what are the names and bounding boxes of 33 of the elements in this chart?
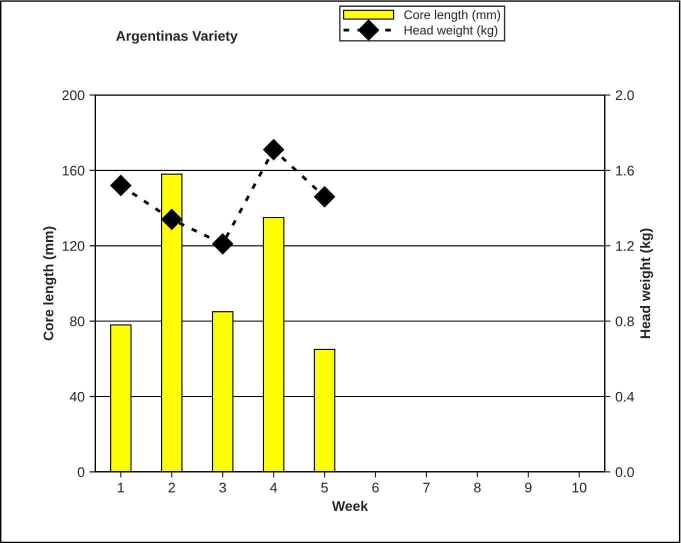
x-tick-label: 5 [321,482,328,492]
x-tick-label: 4 [270,482,278,492]
y2-tick-label: 0.0 [616,467,634,478]
y2-tick-label: 0.4 [616,392,634,402]
y-tick-label: 40 [70,392,84,402]
x-tick-label: 9 [525,482,532,492]
y2-axis-title: Head weight (kg) [640,228,654,338]
point [161,208,182,230]
x-tick-label: 3 [219,482,226,492]
y2-tick-label: 0.8 [616,316,634,326]
y2-tick-label: 2.0 [616,90,634,100]
x-tick-label: 2 [168,482,175,492]
x-tick-label: 7 [423,482,430,492]
y-tick-label: 0 [78,467,84,478]
point [212,233,234,254]
legend-label: Head weight (kg) [404,25,498,38]
y-tick-label: 80 [70,316,84,326]
point [314,186,336,208]
point [110,174,132,196]
y-tick-label: 200 [62,90,84,100]
x-axis-title: Week [332,500,368,511]
x-tick-label: 10 [572,482,586,492]
chart-title: Argentinas Variety [116,30,238,44]
x-tick-label: 8 [474,482,481,492]
y2-tick-label: 1.2 [616,241,634,251]
x-tick-label: 1 [118,482,124,492]
y-tick-label: 120 [62,241,84,251]
y-axis-title: Core length (mm) [43,226,56,340]
y-tick-label: 160 [62,166,84,176]
legend-label: Core length (mm) [404,10,500,22]
point [263,139,284,160]
y2-tick-label: 1.6 [616,166,634,176]
x-tick-label: 6 [372,482,379,492]
